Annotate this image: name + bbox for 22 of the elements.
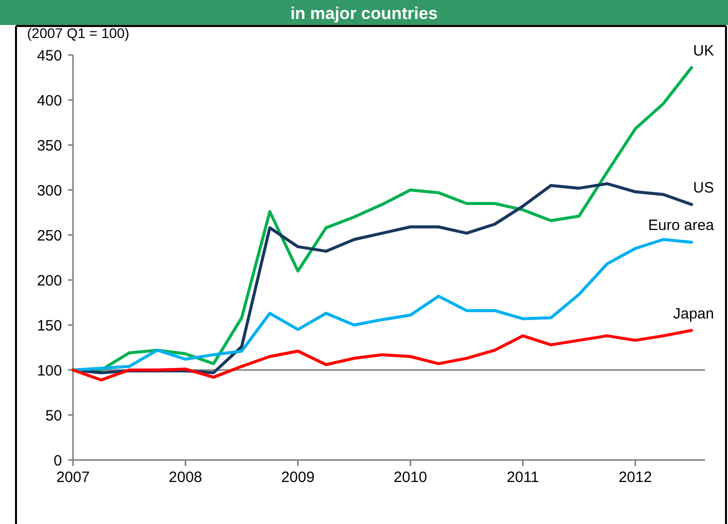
series-label: Euro area (648, 217, 715, 234)
y-tick-label: 50 (45, 407, 62, 424)
chart-title: in major countries (290, 4, 438, 23)
y-tick-label: 100 (36, 362, 62, 380)
x-tick-label: 2007 (56, 469, 90, 486)
y-tick-label: 400 (36, 92, 62, 110)
x-tick-label: 2011 (506, 469, 539, 486)
x-tick-label: 2010 (394, 469, 428, 486)
y-tick-label: 200 (36, 272, 62, 290)
y-axis-title: (2007 Q1 = 100) (27, 25, 130, 41)
x-tick-label: 2012 (618, 469, 652, 486)
y-tick-label: 250 (36, 227, 62, 244)
y-tick-label: 0 (54, 452, 62, 470)
y-tick-label: 300 (36, 182, 62, 200)
y-tick-label: 150 (36, 317, 62, 334)
x-tick-label: 2008 (168, 469, 202, 486)
x-tick-label: 2009 (281, 469, 315, 486)
y-tick-label: 450 (36, 47, 62, 64)
series-label: US (693, 179, 714, 196)
y-tick-label: 350 (36, 137, 62, 154)
series-label: Japan (673, 305, 714, 322)
series-label: UK (693, 42, 714, 60)
